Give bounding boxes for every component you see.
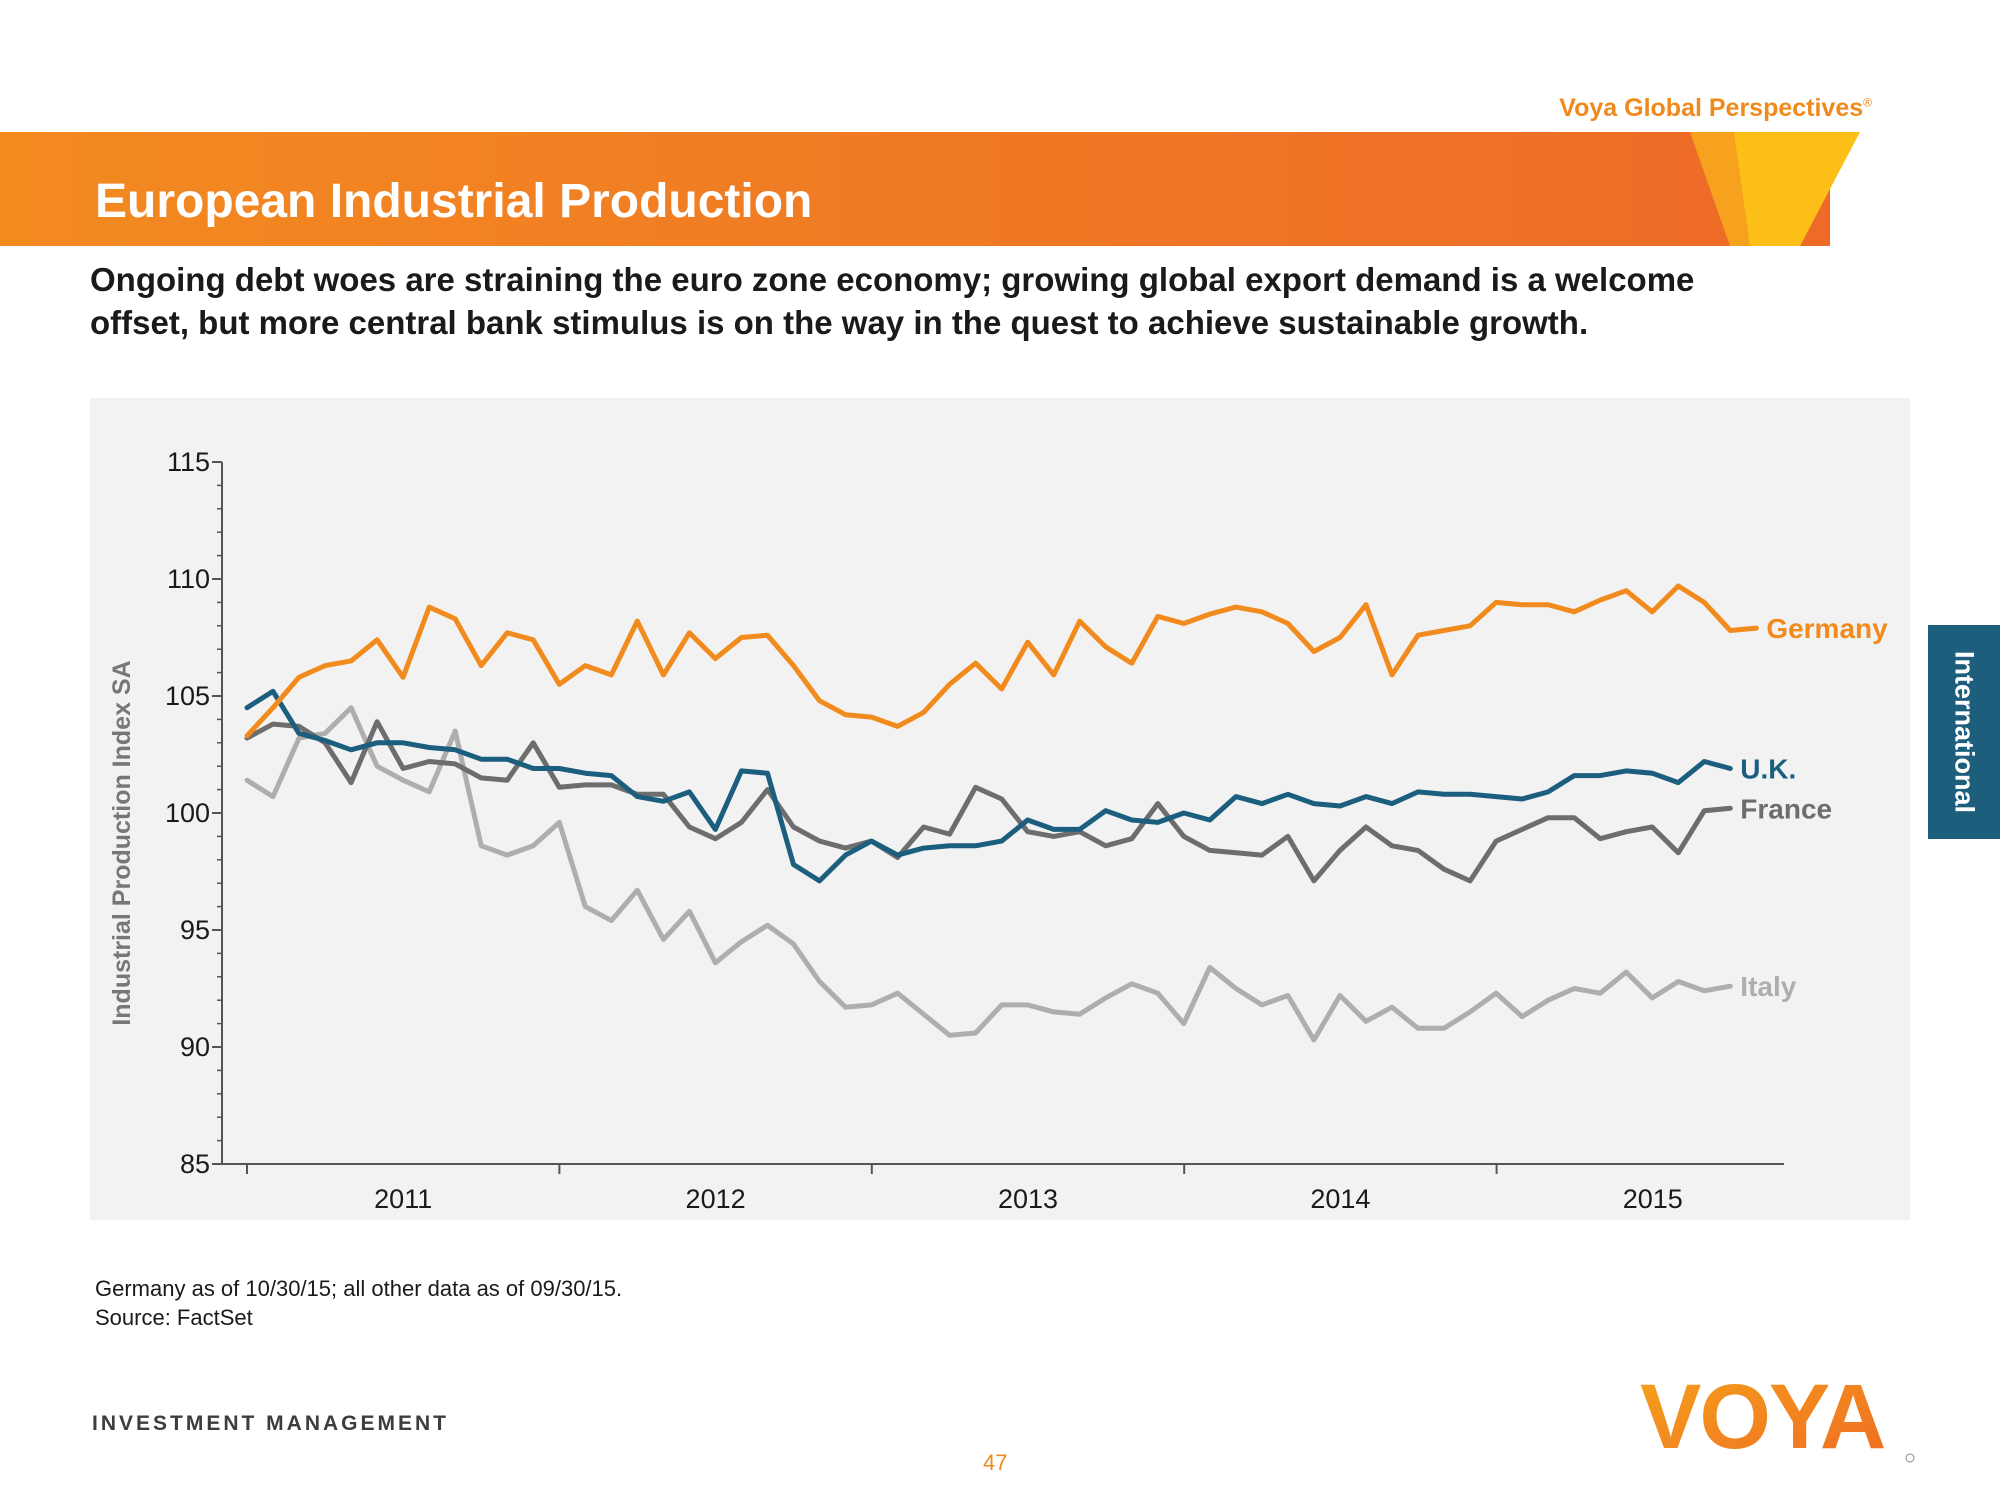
chart-axes <box>212 461 1784 1174</box>
y-tick-label: 105 <box>165 681 210 711</box>
footnote: Germany as of 10/30/15; all other data a… <box>95 1274 622 1332</box>
logo-wordmark: VOYA <box>1640 1366 1885 1468</box>
registered-mark: ® <box>1863 95 1872 110</box>
series-line-france <box>244 719 1733 884</box>
legend-label-italy: Italy <box>1740 971 1796 1002</box>
y-tick-label: 85 <box>180 1149 210 1179</box>
brand-name: Voya Global Perspectives <box>1559 94 1864 122</box>
subtitle-line-1: Ongoing debt woes are straining the euro… <box>90 261 1695 298</box>
y-tick-label: 100 <box>165 798 210 828</box>
brand-header: Voya Global Perspectives® <box>1559 94 1872 123</box>
y-tick-label: 115 <box>167 447 210 477</box>
subtitle-line-2: offset, but more central bank stimulus i… <box>90 304 1589 341</box>
page-number: 47 <box>983 1450 1008 1475</box>
y-axis-title: Industrial Production Index SA <box>108 660 136 1025</box>
section-tab <box>1928 625 2000 839</box>
company-division: INVESTMENT MANAGEMENT <box>92 1412 449 1435</box>
chart-series <box>244 583 1759 1043</box>
x-tick-label: 2014 <box>1310 1184 1370 1214</box>
chart-labels: 85 90 95 100 105 110 115 2011 2012 2013 2014 2015 In… <box>108 447 1888 1214</box>
logo-registered-icon <box>1905 1453 1915 1463</box>
chevron-accent-icon <box>1690 132 1860 246</box>
page-title: European Industrial Production <box>95 175 813 228</box>
y-tick-label: 95 <box>180 915 210 945</box>
legend-label-france: France <box>1740 793 1832 824</box>
x-tick-label: 2011 <box>374 1184 432 1214</box>
chevron-right-shape <box>1734 132 1860 246</box>
series-line-uk <box>244 688 1733 884</box>
title-bar <box>0 132 1830 246</box>
footnote-source: Source: FactSet <box>95 1305 253 1330</box>
y-tick-label: 110 <box>167 564 210 594</box>
x-tick-label: 2012 <box>686 1184 746 1214</box>
section-tab-label: International <box>1949 650 1980 814</box>
series-line-germany <box>244 583 1759 739</box>
subtitle: Ongoing debt woes are straining the euro… <box>90 258 1890 344</box>
legend-label-germany: Germany <box>1766 613 1888 644</box>
voya-logo: VOYA <box>1640 1366 1915 1468</box>
series-line-italy <box>244 705 1733 1043</box>
footnote-date: Germany as of 10/30/15; all other data a… <box>95 1276 623 1301</box>
chart-panel: 85 90 95 100 105 110 115 2011 2012 2013 2014 2015 In… <box>90 398 1910 1220</box>
x-tick-label: 2013 <box>998 1184 1058 1214</box>
x-tick-label: 2015 <box>1623 1184 1683 1214</box>
line-chart: 85 90 95 100 105 110 115 2011 2012 2013 2014 2015 In… <box>108 447 1888 1214</box>
legend-label-uk: U.K. <box>1740 754 1796 785</box>
y-tick-label: 90 <box>180 1032 210 1062</box>
